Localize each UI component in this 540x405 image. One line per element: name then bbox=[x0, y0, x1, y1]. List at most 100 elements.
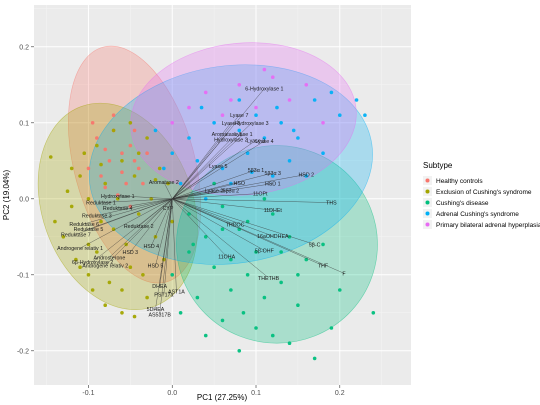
data-point bbox=[279, 250, 283, 254]
data-point bbox=[262, 67, 267, 72]
loading-arrow bbox=[172, 169, 257, 200]
data-point bbox=[187, 250, 191, 254]
loading-arrow bbox=[172, 198, 273, 237]
loading-arrow bbox=[172, 174, 307, 200]
data-point bbox=[245, 151, 250, 155]
data-point bbox=[254, 250, 258, 254]
loading-arrow bbox=[130, 198, 173, 253]
loading-arrow bbox=[117, 195, 173, 200]
data-point bbox=[170, 151, 175, 155]
loading-label: Reduktase 2 bbox=[124, 224, 154, 230]
loading-label: 6β-Hydroxylase 2 bbox=[72, 260, 113, 266]
loading-arrow bbox=[172, 198, 324, 266]
data-point bbox=[229, 288, 233, 292]
loading-label: THDOC bbox=[226, 223, 245, 229]
data-point bbox=[128, 143, 133, 148]
data-point bbox=[95, 136, 99, 140]
data-point bbox=[103, 303, 108, 308]
loading-arrow bbox=[155, 198, 173, 310]
data-point bbox=[78, 265, 82, 270]
data-point bbox=[220, 166, 225, 171]
data-point bbox=[95, 250, 99, 254]
data-point bbox=[212, 265, 216, 270]
loading-arrow bbox=[172, 134, 244, 199]
y-axis-ticks: -0.2 -0.1 0.0 0.1 0.2 bbox=[17, 44, 34, 355]
loading-arrow bbox=[101, 198, 173, 203]
legend-entry-label: Adrenal Cushing's syndrome bbox=[436, 211, 519, 218]
data-point bbox=[254, 113, 258, 117]
data-point bbox=[287, 98, 292, 102]
loading-arrow bbox=[172, 198, 345, 274]
data-point bbox=[296, 136, 300, 140]
data-point bbox=[90, 121, 95, 125]
loading-label: Reduktase 3 bbox=[82, 214, 112, 220]
data-point bbox=[115, 197, 120, 201]
data-point bbox=[337, 288, 342, 292]
data-point bbox=[304, 174, 309, 178]
loading-label: Lyase 7 bbox=[230, 113, 248, 119]
data-point bbox=[270, 174, 275, 178]
data-point bbox=[99, 219, 103, 224]
data-point bbox=[69, 166, 74, 171]
data-point bbox=[99, 174, 103, 178]
data-point bbox=[321, 121, 325, 125]
data-point bbox=[162, 166, 166, 171]
loading-arrow bbox=[92, 198, 173, 263]
loading-label: 11OPt bbox=[253, 191, 268, 197]
data-point bbox=[212, 121, 216, 125]
loading-arrow bbox=[172, 190, 231, 200]
loading-arrow bbox=[172, 172, 273, 200]
y-tick-label: -0.1 bbox=[17, 272, 29, 279]
data-point bbox=[229, 257, 233, 262]
data-point bbox=[270, 333, 275, 338]
data-point bbox=[82, 151, 87, 155]
confidence-ellipse bbox=[68, 45, 202, 284]
data-point bbox=[170, 121, 175, 125]
legend-key-swatch bbox=[425, 200, 430, 205]
data-point bbox=[371, 311, 376, 315]
loading-arrow bbox=[163, 181, 173, 199]
data-point bbox=[86, 242, 91, 247]
loading-arrow bbox=[172, 134, 227, 199]
legend-title: Subtype bbox=[423, 161, 453, 170]
data-point bbox=[136, 151, 141, 155]
loading-arrow bbox=[172, 140, 265, 199]
loading-arrow bbox=[172, 165, 219, 199]
loading-arrow bbox=[155, 198, 173, 266]
data-point bbox=[321, 151, 325, 155]
legend-entry-label: Cushing's disease bbox=[436, 200, 489, 207]
loading-arrow bbox=[96, 198, 173, 216]
data-point bbox=[312, 356, 317, 361]
data-point bbox=[291, 128, 296, 133]
loading-label: CYP bbox=[163, 206, 174, 212]
loading-label: AST1A bbox=[168, 290, 185, 296]
data-point bbox=[86, 197, 91, 201]
loading-arrow bbox=[172, 198, 269, 279]
loading-arrow bbox=[75, 198, 173, 235]
data-point bbox=[250, 170, 254, 174]
data-point bbox=[220, 227, 225, 231]
loading-label: Reduktase 7 bbox=[61, 233, 91, 239]
loading-label: HSO bbox=[234, 181, 245, 187]
data-point bbox=[241, 311, 246, 315]
data-point bbox=[237, 128, 242, 133]
loading-arrow bbox=[117, 198, 173, 209]
x-tick-label: 0.2 bbox=[335, 390, 345, 397]
data-point bbox=[141, 181, 145, 186]
data-point bbox=[107, 159, 112, 163]
legend-entry-label: Healthy controls bbox=[436, 178, 483, 185]
y-tick-label: 0.1 bbox=[19, 120, 29, 127]
data-point bbox=[120, 311, 124, 315]
data-point bbox=[191, 242, 195, 247]
data-point bbox=[103, 147, 108, 152]
data-point bbox=[120, 288, 124, 292]
data-point bbox=[279, 280, 283, 285]
loading-arrow bbox=[151, 198, 173, 247]
data-point bbox=[145, 136, 149, 140]
loading-arrow bbox=[172, 122, 252, 199]
loading-arrow bbox=[172, 115, 240, 199]
loading-label: HSD 5 bbox=[148, 264, 164, 270]
data-point bbox=[329, 326, 334, 330]
